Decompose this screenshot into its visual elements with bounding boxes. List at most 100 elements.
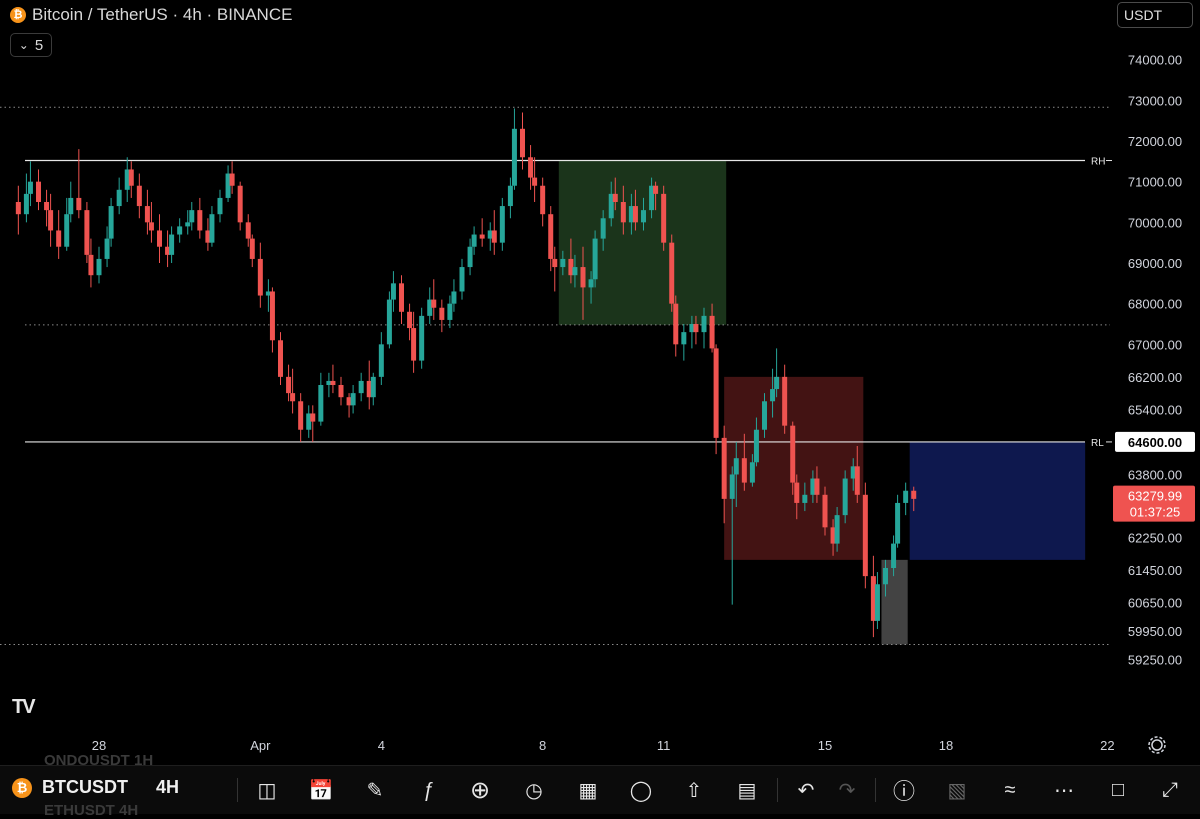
candle-body	[600, 218, 606, 239]
price-tick-label: 61450.00	[1128, 563, 1182, 578]
candle-body	[641, 210, 646, 223]
price-tick-label: 66200.00	[1128, 370, 1182, 385]
candle-body	[48, 210, 54, 231]
candle-body	[169, 234, 175, 255]
time-tick-label: 4	[378, 738, 385, 753]
candle-body	[479, 234, 485, 239]
candle-body	[753, 429, 759, 463]
fullscreen-icon[interactable]: ⤢	[1162, 778, 1178, 801]
candle-body	[741, 458, 747, 483]
chart-title: Bitcoin / TetherUS · 4h · BINANCE	[32, 5, 293, 24]
candle-body	[265, 291, 271, 296]
candle-body	[386, 299, 392, 345]
candle-body	[681, 332, 687, 345]
candle-body	[108, 206, 114, 239]
price-tick-label: 59950.00	[1128, 624, 1182, 639]
indicators-toggle-button[interactable]: ⌄ 5	[10, 33, 52, 57]
candle-body	[290, 393, 296, 402]
candle-body	[548, 214, 554, 259]
more-options-icon[interactable]: ⋯	[1054, 779, 1074, 802]
candle-body	[568, 258, 574, 276]
candle-body	[870, 576, 876, 621]
candle-body	[96, 258, 102, 276]
candle-body	[269, 291, 275, 341]
trend-lines-icon[interactable]: ≈	[1004, 778, 1016, 801]
lightbulb-icon[interactable]: ◯	[629, 779, 653, 802]
price-tick-label: 69000.00	[1128, 256, 1182, 271]
settings-gear-icon[interactable]	[1148, 736, 1166, 754]
candle-body	[588, 279, 594, 288]
candle-body	[850, 466, 856, 479]
price-tick-label: 74000.00	[1128, 53, 1182, 68]
settings-gear-icon[interactable]	[1151, 739, 1163, 751]
time-tick-label: Apr	[250, 738, 271, 753]
price-tick-label: 65400.00	[1128, 402, 1182, 417]
candle-body	[15, 202, 21, 215]
level-label-rl: RL	[1091, 438, 1104, 449]
rl-price-tag	[1115, 431, 1195, 452]
candle-body	[366, 380, 372, 398]
candles-icon[interactable]: ◫	[257, 779, 277, 802]
candle-body	[165, 246, 171, 255]
candle-body	[144, 206, 150, 223]
square-icon[interactable]: □	[1111, 778, 1125, 801]
candle-body	[810, 478, 816, 495]
candle-body	[104, 238, 110, 259]
candle-body	[427, 299, 433, 316]
layout-grid-icon[interactable]: ▦	[578, 779, 598, 802]
info-icon[interactable]: ⓘ	[892, 779, 915, 804]
candle-body	[669, 242, 675, 304]
candle-body	[286, 376, 292, 394]
bar-chart-icon[interactable]: ▧	[947, 779, 967, 802]
function-icon[interactable]: ƒ	[422, 778, 434, 801]
symbol-name: BTCUSDT	[42, 777, 128, 797]
candle-body	[628, 206, 634, 223]
candle-body	[632, 206, 638, 223]
candle-body	[177, 226, 183, 235]
candle-body	[874, 584, 880, 621]
candle-body	[471, 234, 477, 247]
candle-body	[528, 157, 534, 178]
last-price-tag	[1113, 485, 1195, 522]
time-tick-label: 18	[939, 738, 953, 753]
candle-body	[491, 230, 497, 243]
candle-body	[580, 267, 586, 288]
price-tick-label: 60650.00	[1128, 596, 1182, 611]
toolbar-divider	[237, 778, 238, 802]
candle-body	[511, 128, 517, 186]
candle-body	[338, 385, 344, 398]
brush-icon[interactable]: ✎	[366, 779, 384, 802]
add-icon[interactable]: ⊕	[469, 776, 491, 804]
candle-body	[124, 169, 130, 190]
share-icon[interactable]: ⇧	[685, 779, 703, 802]
candle-body	[237, 185, 243, 223]
candle-body	[709, 315, 715, 349]
zone-green	[558, 160, 727, 325]
symbol-selector[interactable]: ₿ BTCUSDT 4H	[12, 777, 179, 798]
candle-body	[842, 478, 848, 516]
currency-selector[interactable]: USDT	[1117, 2, 1193, 28]
candle-body	[451, 291, 457, 304]
candle-body	[116, 189, 122, 207]
timeframe-label[interactable]: 4H	[156, 777, 180, 797]
candle-body	[834, 515, 840, 544]
candle-body	[157, 230, 162, 247]
undo-icon[interactable]: ↶	[797, 779, 815, 802]
candle-body	[507, 185, 513, 207]
calendar-range-icon[interactable]: 📅	[308, 779, 334, 802]
candle-body	[407, 311, 413, 329]
price-chart[interactable]: RH RL 74000.00 73000.00 72000.00 71000.00 7000…	[0, 0, 1200, 765]
price-tick-label: 63800.00	[1128, 467, 1182, 482]
candle-body	[862, 494, 868, 577]
candle-body	[310, 413, 316, 422]
formula-list-icon[interactable]: ▤	[737, 779, 757, 802]
candle-body	[197, 210, 203, 231]
alarm-icon[interactable]: ◷	[525, 779, 543, 802]
candle-body	[649, 185, 655, 211]
redo-icon[interactable]: ↷	[838, 779, 856, 802]
candle-body	[229, 173, 235, 186]
ghost-symbol-below: ETHUSDT 4H	[44, 802, 139, 819]
candle-body	[854, 466, 860, 495]
candle-body	[661, 193, 667, 243]
candle-body	[883, 568, 888, 585]
